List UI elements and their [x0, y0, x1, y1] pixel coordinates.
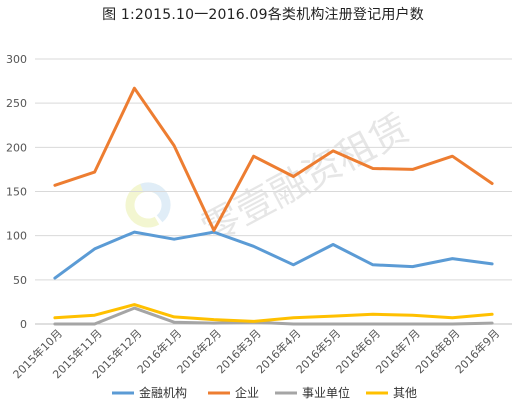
series-line: [53, 86, 494, 232]
gridlines: [35, 58, 512, 325]
y-tick-label: 300: [6, 53, 27, 66]
series-line: [53, 230, 494, 280]
chart-title: 图 1:2015.10一2016.09各类机构注册登记用户数: [102, 7, 424, 23]
legend-label: 企业: [235, 385, 259, 400]
y-tick-label: 150: [6, 186, 27, 199]
y-tick-label: 250: [6, 97, 27, 110]
series-line: [53, 306, 494, 326]
watermark: 零壹融资租赁: [125, 105, 416, 251]
watermark-logo-ring-yellow: [125, 182, 168, 228]
legend: 金融机构 企业 事业单位 其他: [112, 385, 417, 400]
legend-label: 其他: [393, 386, 417, 400]
watermark-text: 零壹融资租赁: [194, 105, 416, 251]
legend-label: 事业单位: [302, 385, 350, 400]
x-axis-ticks: 2015年10月2015年11月2015年12月2016年1月2016年2月20…: [10, 326, 502, 381]
y-axis-ticks: 0 50 100 150 200 250 300: [6, 53, 27, 331]
y-tick-label: 50: [13, 274, 27, 287]
y-tick-label: 100: [6, 230, 27, 243]
legend-label: 金融机构: [139, 385, 187, 400]
series-lines: [53, 86, 494, 326]
y-tick-label: 200: [6, 141, 27, 154]
series-line: [53, 303, 494, 323]
y-tick-label: 0: [20, 318, 27, 331]
watermark-logo-ring-blue: [140, 182, 171, 223]
